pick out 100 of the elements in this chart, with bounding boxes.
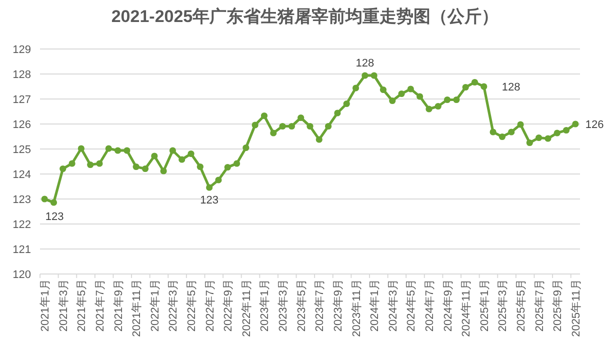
y-tick-label: 125 bbox=[12, 144, 31, 156]
x-tick-label: 2024年9月 bbox=[442, 279, 454, 332]
point bbox=[96, 160, 103, 167]
y-tick-label: 126 bbox=[12, 119, 31, 131]
point bbox=[325, 122, 332, 130]
x-tick-label: 2024年3月 bbox=[387, 279, 400, 332]
y-tick-label: 123 bbox=[12, 194, 31, 206]
x-tick-label: 2023年7月 bbox=[314, 279, 326, 332]
y-tick-label: 122 bbox=[12, 219, 31, 231]
point bbox=[132, 163, 140, 170]
x-tick-label: 2021年3月 bbox=[58, 279, 70, 332]
point bbox=[124, 147, 130, 154]
x-tick-label: 2023年1月 bbox=[259, 279, 272, 332]
point bbox=[508, 128, 515, 136]
point bbox=[352, 84, 360, 92]
point bbox=[260, 112, 268, 120]
point bbox=[242, 144, 250, 152]
point bbox=[41, 196, 48, 202]
point bbox=[60, 165, 66, 172]
point bbox=[544, 135, 552, 142]
point bbox=[306, 122, 314, 130]
x-tick-label: 2024年5月 bbox=[406, 279, 418, 332]
point bbox=[224, 164, 231, 171]
point bbox=[526, 139, 533, 146]
point bbox=[453, 96, 460, 104]
point bbox=[490, 128, 496, 136]
point bbox=[498, 133, 506, 140]
x-tick-label: 2025年11月 bbox=[570, 279, 582, 337]
point bbox=[142, 165, 149, 172]
point bbox=[407, 86, 414, 92]
data-label: 123 bbox=[200, 194, 218, 206]
x-tick-label: 2021年11月 bbox=[131, 279, 144, 337]
data-label: 128 bbox=[356, 58, 374, 70]
point bbox=[233, 160, 240, 167]
x-tick-label: 2022年11月 bbox=[240, 279, 253, 337]
x-tick-label: 2021年1月 bbox=[40, 279, 52, 332]
point bbox=[370, 72, 378, 79]
y-tick-label: 124 bbox=[12, 169, 31, 181]
x-tick-label: 2022年9月 bbox=[222, 279, 235, 332]
x-tick-label: 2025年5月 bbox=[516, 279, 528, 332]
point bbox=[343, 100, 350, 108]
x-tick-label: 2023年9月 bbox=[332, 279, 344, 332]
x-tick-label: 2025年7月 bbox=[534, 279, 546, 332]
point bbox=[389, 97, 396, 104]
point bbox=[517, 121, 524, 128]
data-label: 126 bbox=[585, 119, 604, 131]
point bbox=[426, 106, 432, 112]
data-label: 128 bbox=[502, 82, 520, 94]
point bbox=[178, 156, 186, 163]
point bbox=[105, 145, 112, 152]
x-tick-label: 2025年9月 bbox=[552, 279, 564, 332]
x-tick-label: 2021年7月 bbox=[94, 279, 106, 332]
point bbox=[206, 184, 213, 191]
x-tick-label: 2022年7月 bbox=[204, 279, 216, 332]
x-tick-label: 2022年1月 bbox=[149, 279, 162, 332]
point bbox=[298, 114, 304, 122]
x-tick-label: 2021年9月 bbox=[112, 279, 125, 332]
x-tick-label: 2021年5月 bbox=[76, 279, 88, 332]
x-tick-label: 2024年1月 bbox=[369, 279, 382, 332]
y-tick-label: 121 bbox=[12, 244, 31, 256]
point bbox=[536, 134, 542, 142]
y-tick-label: 129 bbox=[12, 44, 31, 56]
point bbox=[562, 126, 570, 134]
x-tick-label: 2024年11月 bbox=[460, 279, 473, 337]
point bbox=[215, 176, 222, 184]
point bbox=[380, 86, 387, 94]
point bbox=[196, 163, 204, 170]
x-tick-label: 2023年3月 bbox=[278, 279, 290, 332]
x-tick-label: 2022年3月 bbox=[168, 279, 180, 332]
point bbox=[68, 160, 76, 167]
point bbox=[398, 90, 405, 98]
point bbox=[169, 147, 176, 154]
point bbox=[160, 168, 167, 174]
y-tick-label: 127 bbox=[12, 94, 31, 106]
chart-title: 2021-2025年广东省生猪屠宰前均重走势图（公斤） bbox=[111, 7, 499, 26]
x-tick-label: 2024年7月 bbox=[424, 279, 436, 332]
point bbox=[554, 130, 560, 136]
point bbox=[188, 150, 194, 158]
point bbox=[78, 145, 84, 152]
y-tick-label: 120 bbox=[12, 269, 31, 281]
y-tick-label: 128 bbox=[12, 69, 31, 81]
point bbox=[270, 130, 277, 136]
point bbox=[316, 136, 322, 143]
x-tick-label: 2023年5月 bbox=[296, 279, 308, 332]
point bbox=[252, 122, 258, 128]
point bbox=[434, 102, 442, 110]
point bbox=[444, 96, 451, 104]
point bbox=[151, 152, 158, 160]
x-tick-label: 2023年11月 bbox=[350, 279, 363, 337]
point bbox=[87, 161, 94, 168]
point bbox=[462, 84, 469, 91]
point bbox=[362, 72, 368, 79]
data-label: 123 bbox=[45, 211, 64, 223]
x-tick-label: 2025年1月 bbox=[478, 279, 491, 332]
point bbox=[334, 110, 341, 116]
point bbox=[279, 122, 286, 130]
x-tick-label: 2025年3月 bbox=[497, 279, 510, 332]
point bbox=[416, 93, 424, 100]
point bbox=[288, 122, 295, 130]
point bbox=[480, 83, 488, 90]
